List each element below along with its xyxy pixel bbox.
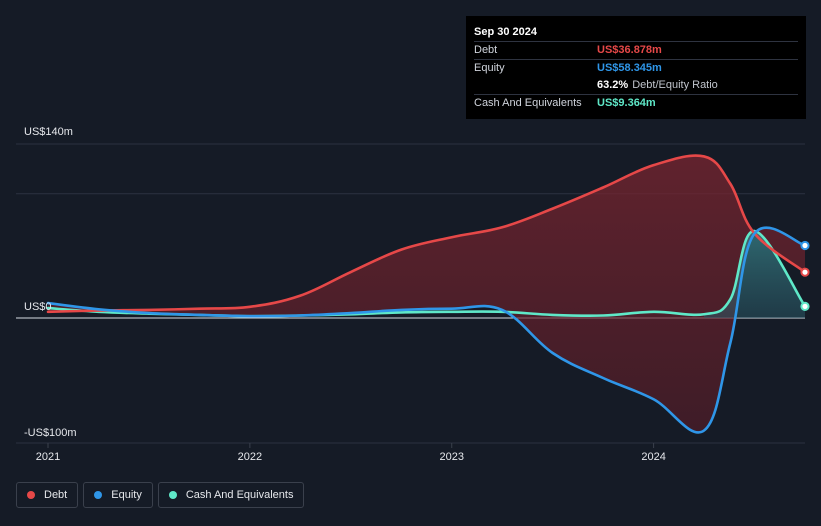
legend-label-debt: Debt bbox=[44, 489, 68, 501]
tooltip-ratio-text: Debt/Equity Ratio bbox=[632, 79, 718, 91]
x-tick-label-2: 2023 bbox=[439, 451, 463, 463]
endpoint-marker-equity bbox=[800, 240, 810, 251]
tooltip-value-equity: US$58.345m bbox=[597, 62, 662, 74]
series-line-debt bbox=[46, 154, 807, 314]
area-layer bbox=[48, 155, 805, 433]
tooltip-value-ratio: 63.2% bbox=[597, 79, 629, 91]
legend-item-cash[interactable]: Cash And Equivalents bbox=[157, 482, 305, 508]
cash-area bbox=[704, 230, 805, 318]
legend-item-equity[interactable]: Equity bbox=[83, 482, 153, 508]
tooltip-panel: Sep 30 2024 Debt US$36.878m Equity US$58… bbox=[466, 16, 806, 119]
tooltip-row-debt: Debt US$36.878m bbox=[474, 41, 798, 59]
legend-label-equity: Equity bbox=[111, 489, 142, 501]
endpoint-marker-debt bbox=[800, 267, 810, 277]
tooltip-row-ratio: 63.2% Debt/Equity Ratio bbox=[474, 77, 798, 94]
tooltip-value-cash: US$9.364m bbox=[597, 97, 656, 109]
tooltip-row-equity: Equity US$58.345m bbox=[474, 59, 798, 77]
tooltip-label-debt: Debt bbox=[474, 44, 498, 56]
y-tick-label-2: -US$100m bbox=[24, 427, 77, 439]
tooltip-row-cash: Cash And Equivalents US$9.364m bbox=[474, 94, 798, 112]
debt-area bbox=[48, 155, 805, 433]
legend-label-cash: Cash And Equivalents bbox=[185, 489, 294, 501]
endpoint-marker-cash-and-equivalents bbox=[800, 301, 810, 311]
line-layer bbox=[46, 154, 807, 434]
marker-layer bbox=[800, 240, 810, 311]
label-layer: US$140m US$0 -US$100m 2021 2022 2023 2024 bbox=[24, 126, 666, 463]
tooltip-label-cash: Cash And Equivalents bbox=[474, 97, 582, 109]
x-tick-label-3: 2024 bbox=[641, 451, 665, 463]
tooltip-value-debt: US$36.878m bbox=[597, 44, 662, 56]
tooltip-date: Sep 30 2024 bbox=[474, 26, 537, 38]
legend-item-debt[interactable]: Debt bbox=[16, 482, 79, 508]
legend-dot-debt-icon bbox=[27, 491, 35, 499]
legend-dot-equity-icon bbox=[94, 491, 103, 499]
tooltip-label-equity: Equity bbox=[474, 62, 505, 74]
series-line-equity bbox=[46, 226, 807, 434]
x-tick-label-1: 2022 bbox=[238, 451, 262, 463]
y-tick-label-0: US$140m bbox=[24, 126, 73, 138]
chart-legend: Debt Equity Cash And Equivalents bbox=[16, 482, 305, 508]
legend-dot-cash-icon bbox=[168, 491, 177, 499]
x-tick-label-0: 2021 bbox=[36, 451, 60, 463]
y-tick-label-1: US$0 bbox=[24, 301, 52, 313]
